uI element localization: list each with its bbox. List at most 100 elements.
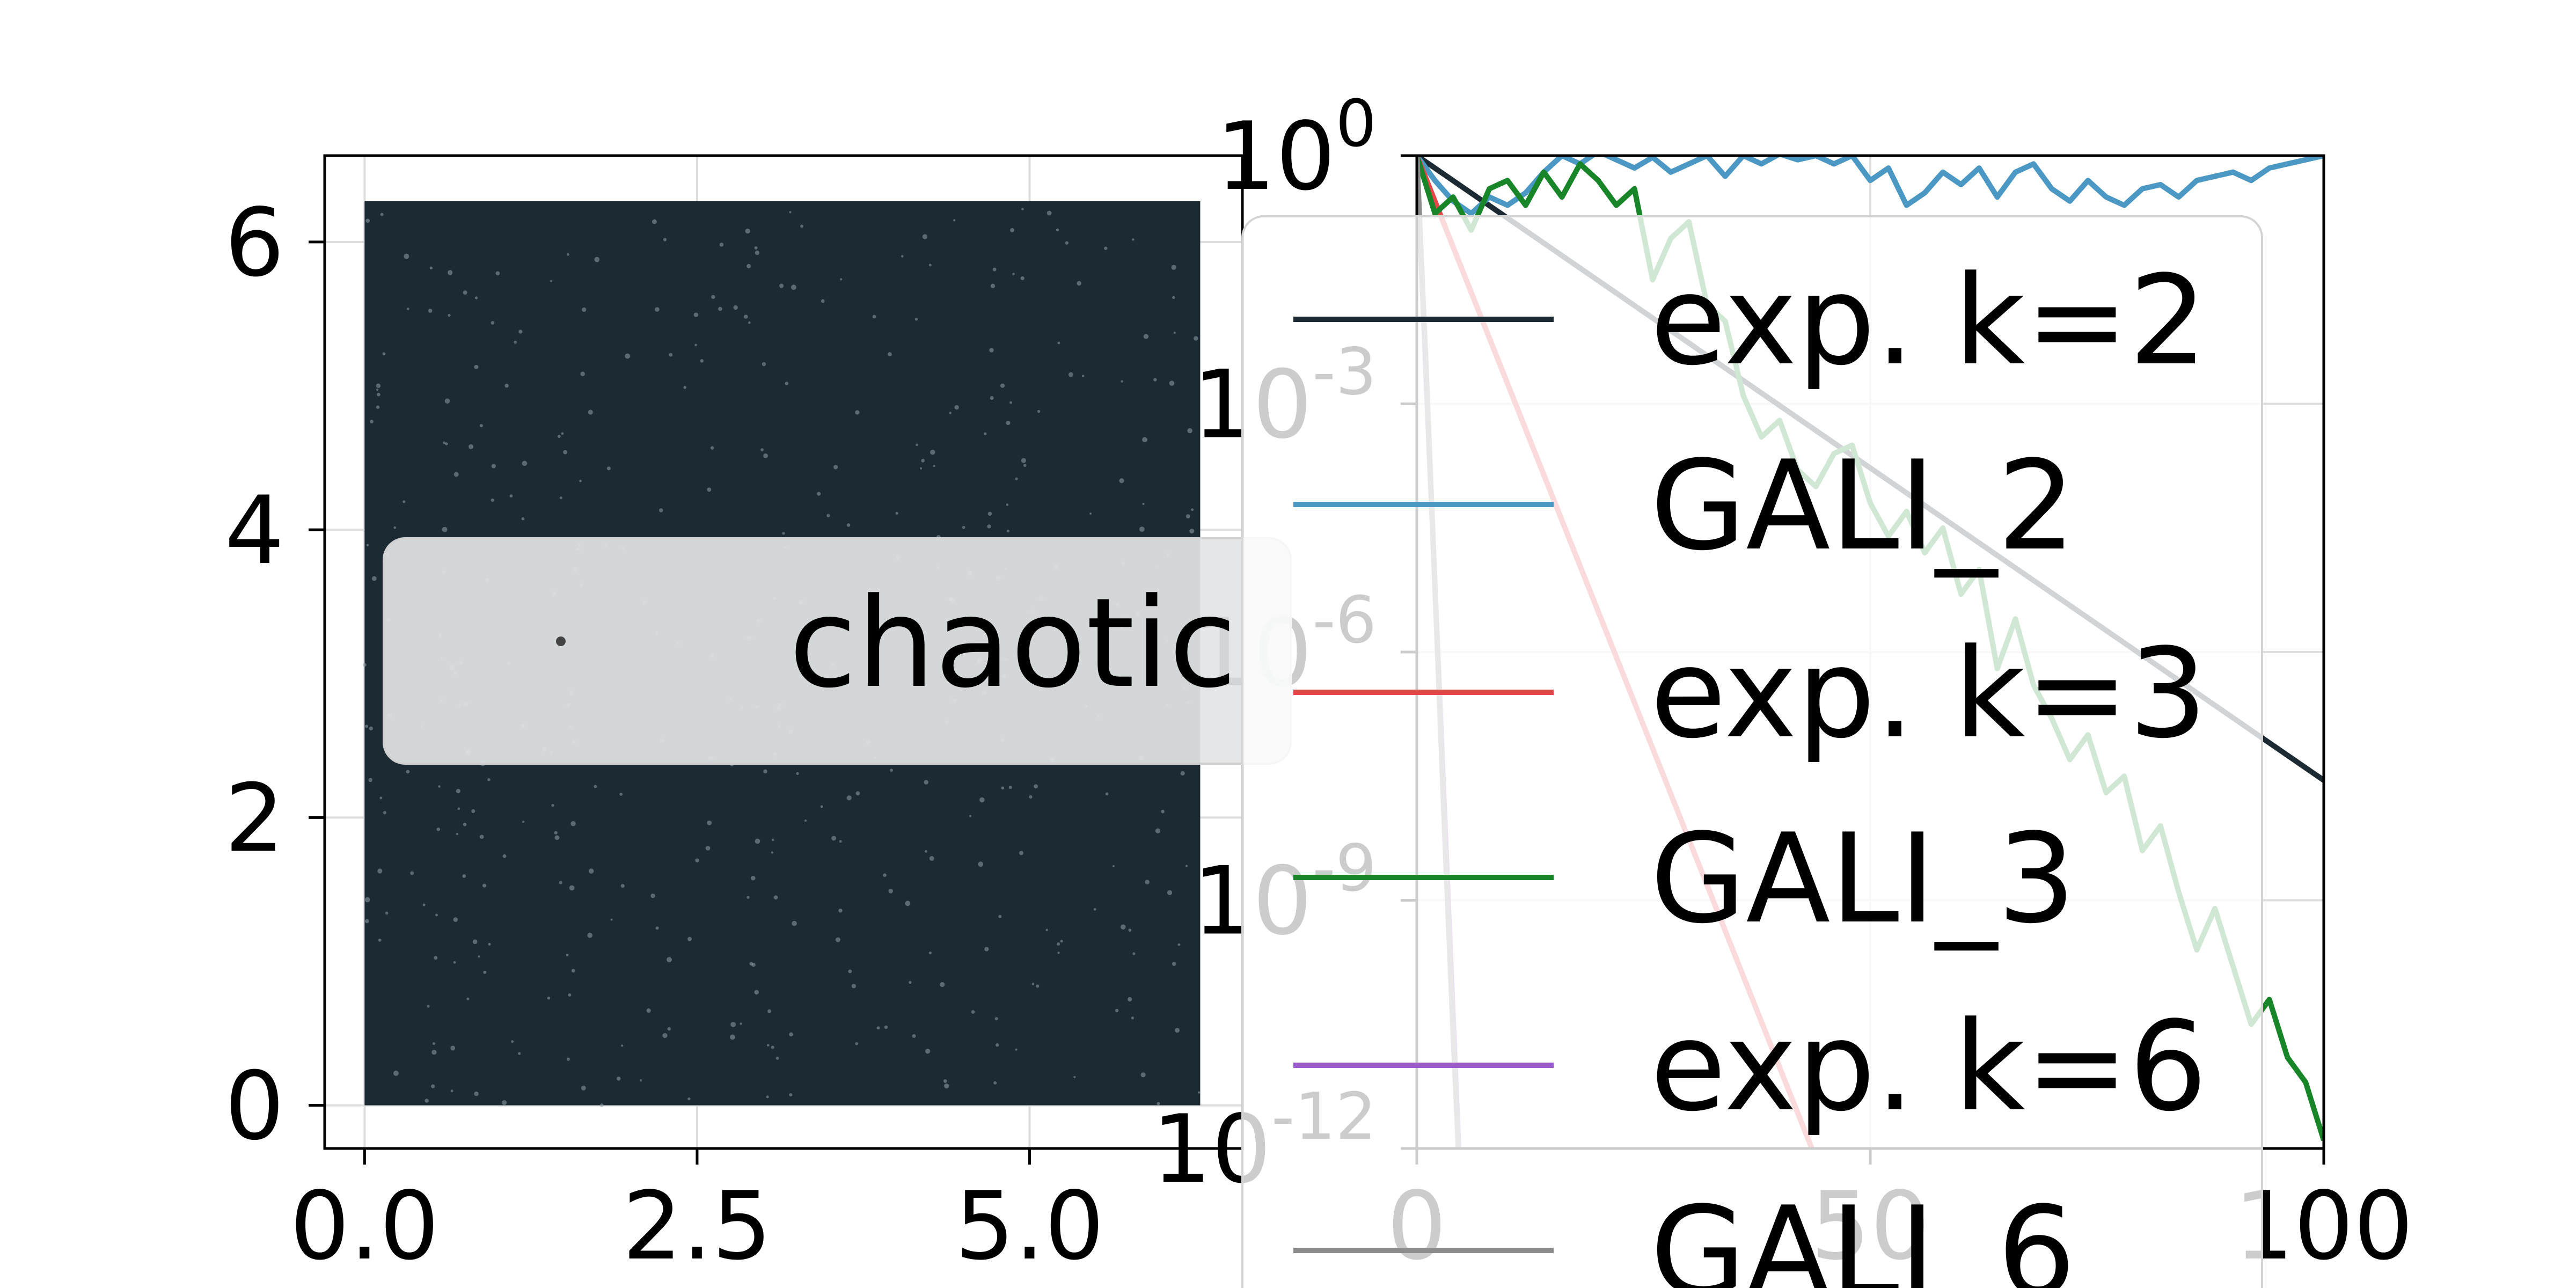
orbit-point [450,1045,456,1051]
orbit-point [380,213,384,216]
orbit-point [471,809,475,813]
orbit-point [1194,336,1198,341]
orbit-point [368,778,373,782]
orbit-point [888,352,892,356]
orbit-point [719,243,724,247]
left-xtick-label: 0.0 [290,1172,439,1281]
orbit-point [518,330,523,334]
orbit-point [1145,880,1150,884]
orbit-point [658,508,663,513]
orbit-point [1132,952,1136,955]
orbit-point [366,544,369,547]
orbit-point [755,250,760,255]
orbit-point [1023,464,1027,467]
orbit-point [434,956,438,960]
orbit-point [989,348,994,353]
orbit-point [504,383,509,388]
orbit-point [969,815,972,817]
orbit-point [522,821,525,823]
orbit-point [478,955,480,958]
series-legend-box [1241,215,2263,1288]
orbit-point [404,253,409,259]
orbit-point [371,576,377,581]
orbit-point [620,1044,624,1047]
orbit-point [438,785,441,788]
orbit-point [491,464,496,469]
orbit-point [462,874,466,878]
orbit-point [1073,1075,1076,1079]
orbit-point [1142,437,1147,443]
orbit-point [729,1034,735,1040]
orbit-point [1093,908,1096,911]
orbit-point [488,942,491,946]
orbit-point [820,805,823,808]
orbit-point [522,460,528,466]
orbit-point [1021,458,1027,463]
orbit-point [370,420,374,423]
orbit-point [376,388,379,391]
orbit-point [839,840,842,843]
orbit-point [763,453,768,458]
orbit-point [846,523,851,527]
orbit-point [921,459,925,463]
orbit-point [453,917,458,922]
legend-label: exp. k=6 [1650,996,2207,1139]
orbit-point [376,405,380,409]
orbit-point [383,811,386,815]
legend-label: exp. k=2 [1650,250,2207,393]
orbit-point [521,517,525,521]
orbit-point [953,219,956,222]
orbit-point [1104,246,1108,250]
orbit-point [1132,238,1135,241]
orbit-point [876,1026,880,1030]
orbit-point [1021,208,1024,211]
orbit-point [755,838,760,844]
orbit-point [606,466,611,471]
orbit-point [1143,334,1149,339]
orbit-point [914,317,918,321]
orbit-point [599,1103,604,1107]
orbit-point [949,412,952,414]
orbit-point [693,312,699,317]
orbit-point [855,1042,859,1045]
orbit-point [775,1057,779,1060]
orbit-point [754,990,759,995]
orbit-point [1153,378,1157,382]
orbit-point [566,953,569,956]
orbit-point [502,1100,507,1106]
orbit-point [1189,529,1195,534]
orbit-point [979,797,985,803]
orbit-point [1187,428,1192,434]
orbit-point [444,398,450,404]
orbit-point [838,908,843,913]
orbit-point [554,831,558,835]
orbit-point [1057,341,1060,345]
orbit-point [1001,786,1005,790]
orbit-point [365,218,370,223]
orbit-point [773,895,778,900]
orbit-point [789,211,792,214]
orbit-point [901,255,904,258]
orbit-point [1185,514,1190,518]
legend-label: GALI_3 [1650,808,2076,951]
orbit-point [1172,296,1175,299]
orbit-point [474,296,478,299]
series-line-1 [1417,156,2324,216]
orbit-point [1006,529,1009,533]
orbit-point [840,278,843,281]
orbit-point [483,970,487,974]
orbit-point [588,409,593,415]
orbit-point [1077,281,1081,286]
orbit-point [872,314,876,319]
orbit-point [747,264,751,268]
orbit-point [924,780,928,785]
orbit-point [472,939,478,945]
orbit-point [364,897,370,903]
orbit-point [582,307,587,312]
orbit-point [652,219,657,224]
orbit-point [789,1032,793,1037]
orbit-point [740,1022,742,1025]
orbit-point [550,280,552,282]
orbit-point [468,444,474,449]
